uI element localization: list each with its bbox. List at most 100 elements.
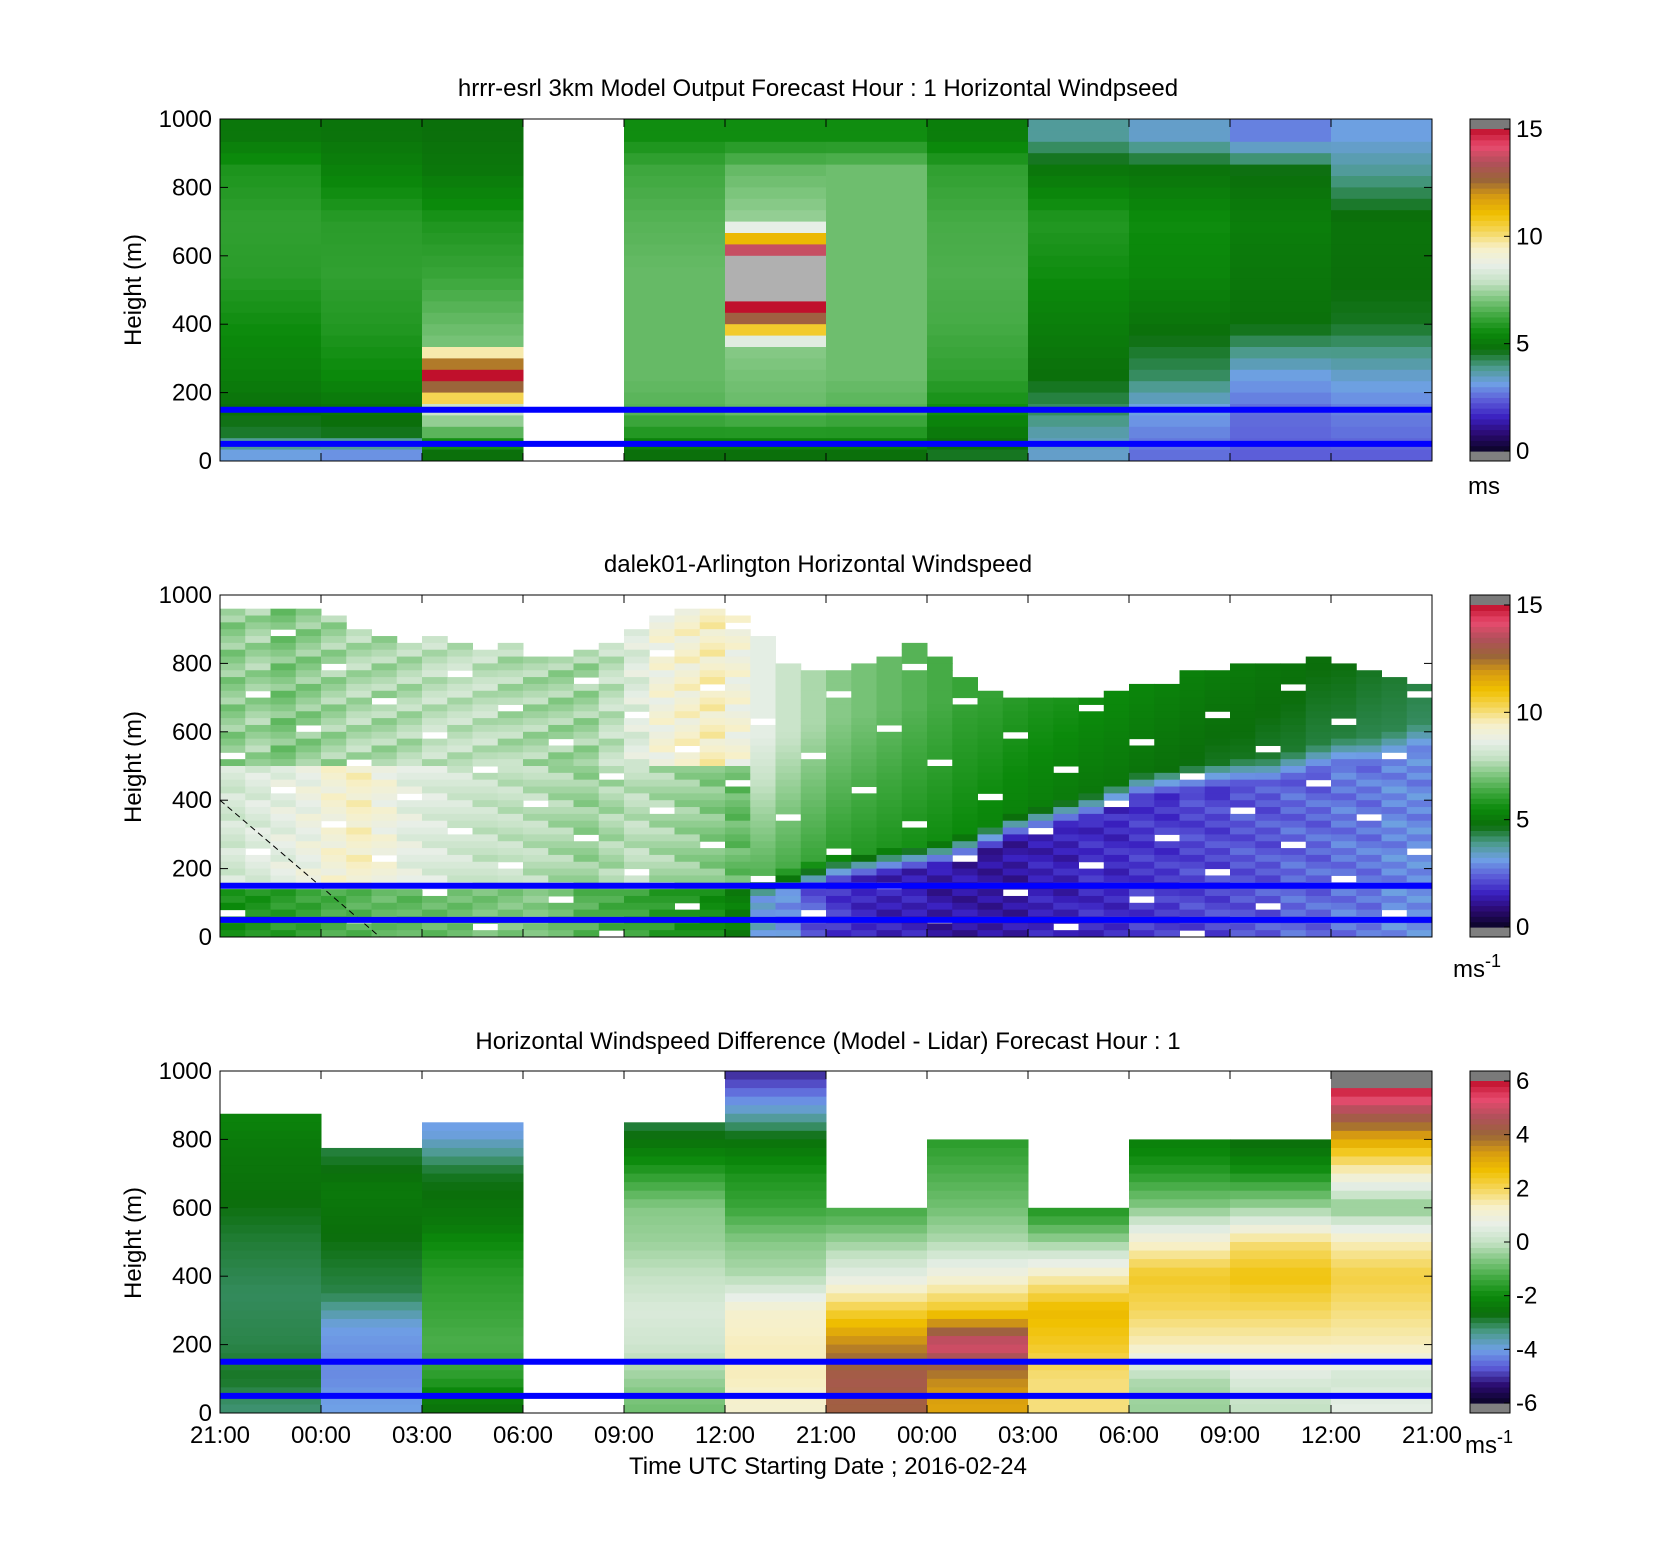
lidar-cell: [1381, 841, 1408, 849]
difference-cell: [1028, 1378, 1130, 1388]
lidar-cell: [573, 868, 600, 876]
lidar-cell: [1406, 724, 1433, 733]
lidar-cell: [901, 724, 928, 733]
lidar-cell: [750, 677, 776, 685]
lidar-cell: [1078, 930, 1105, 938]
model-cell: [1028, 381, 1130, 394]
model-cell: [624, 221, 726, 234]
colorbar-swatch: [1470, 1225, 1510, 1232]
lidar-cell: [1381, 683, 1408, 692]
difference-cell: [826, 1216, 928, 1226]
difference-cell: [927, 1276, 1029, 1286]
lidar-cell: [1381, 704, 1408, 712]
lidar-cell: [1002, 895, 1029, 904]
lidar-cell: [396, 786, 423, 794]
lidar-cell: [220, 861, 246, 870]
lidar-cell: [1255, 854, 1281, 863]
colorbar-swatch: [1470, 1274, 1510, 1281]
lidar-cell: [396, 895, 423, 904]
lidar-cell: [1331, 745, 1357, 753]
lidar-cell: [775, 854, 802, 863]
colorbar-swatch: [1470, 418, 1510, 425]
lidar-cell: [422, 902, 448, 911]
lidar-cell: [1028, 848, 1054, 856]
difference-cell: [826, 1344, 928, 1354]
lidar-cell: [725, 704, 751, 712]
lidar-cell: [624, 629, 650, 637]
difference-cell: [624, 1216, 726, 1226]
lidar-cell: [1129, 909, 1155, 917]
difference-cell: [725, 1284, 827, 1294]
lidar-cell: [1280, 820, 1307, 829]
lidar-cell: [220, 629, 246, 637]
lidar-cell: [1280, 731, 1307, 740]
lidar-cell: [1331, 868, 1357, 876]
model-cell: [1028, 267, 1130, 280]
model-cell: [725, 130, 827, 143]
lidar-cell: [1230, 772, 1256, 781]
lidar-cell: [775, 745, 802, 753]
lidar-cell: [750, 868, 776, 876]
lidar-cell: [598, 868, 625, 876]
lidar-cell: [245, 861, 271, 870]
difference-cell: [1129, 1318, 1231, 1328]
lidar-cell: [1103, 697, 1130, 705]
lidar-cell: [750, 731, 776, 740]
lidar-cell: [1078, 895, 1105, 904]
colorbar-swatch: [1470, 1386, 1510, 1393]
model-cell: [321, 233, 423, 245]
lidar-cell: [649, 895, 675, 904]
lidar-cell: [927, 670, 953, 678]
model-cell: [422, 198, 524, 211]
lidar-cell: [1356, 820, 1382, 829]
lidar-cell: [901, 854, 928, 863]
lidar-cell: [396, 772, 423, 781]
lidar-cell: [396, 670, 423, 678]
lidar-cell: [220, 670, 246, 678]
difference-cell: [725, 1173, 827, 1183]
lidar-cell: [1381, 827, 1408, 835]
model-cell: [422, 369, 524, 382]
colorbar-swatch: [1470, 1166, 1510, 1173]
difference-cell: [321, 1173, 423, 1183]
colorbar-swatch: [1470, 209, 1510, 216]
lidar-cell: [1154, 793, 1180, 801]
model-cell: [321, 187, 423, 200]
lidar-cell: [1204, 800, 1231, 808]
lidar-cell: [1331, 731, 1357, 740]
model-cell: [725, 141, 827, 154]
lidar-cell: [725, 820, 751, 829]
lidar-cell: [548, 861, 574, 870]
lidar-cell: [321, 902, 347, 911]
model-cell: [1028, 358, 1130, 371]
colorbar-swatch: [1470, 1360, 1510, 1367]
lidar-cell: [346, 690, 372, 699]
lidar-cell: [523, 854, 549, 863]
difference-cell: [1129, 1336, 1231, 1346]
lidar-cell: [1078, 827, 1105, 835]
model-cell: [826, 347, 928, 359]
lidar-cell: [270, 895, 297, 904]
lidar-cell: [1078, 731, 1105, 740]
lidar-cell: [1406, 793, 1433, 801]
lidar-cell: [1078, 718, 1105, 726]
lidar-cell: [447, 683, 473, 692]
lidar-cell: [1179, 909, 1206, 917]
colorbar-swatch: [1470, 728, 1510, 735]
model-cell: [422, 426, 524, 439]
lidar-cell: [1002, 697, 1029, 705]
lidar-cell: [1280, 793, 1307, 801]
model-cell: [321, 267, 423, 280]
lidar-cell: [321, 704, 347, 712]
model-cell: [725, 244, 827, 257]
lidar-cell: [725, 711, 751, 719]
lidar-cell: [901, 759, 928, 767]
lidar-cell: [1103, 793, 1130, 801]
model-cell: [927, 141, 1029, 154]
difference-cell: [1028, 1336, 1130, 1346]
lidar-cell: [1280, 718, 1307, 726]
lidar-cell: [624, 807, 650, 815]
colorbar-swatch: [1470, 1247, 1510, 1254]
lidar-cell: [1280, 807, 1307, 815]
lidar-cell: [1154, 745, 1180, 753]
